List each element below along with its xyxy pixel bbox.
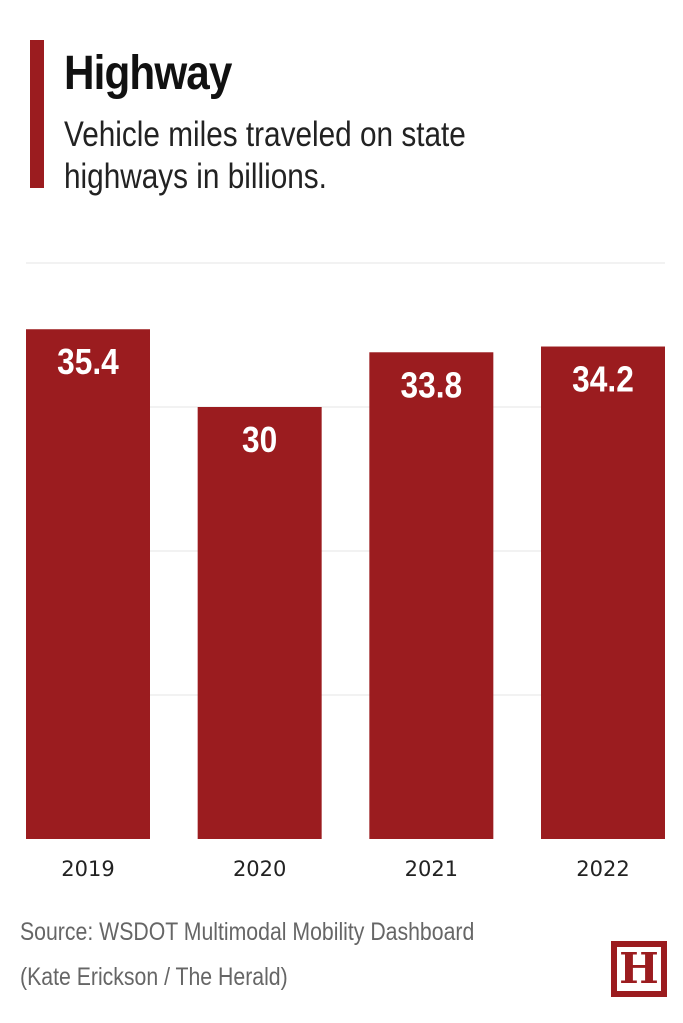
credit-note: (Kate Erickson / The Herald) <box>20 963 288 991</box>
x-tick-label: 2022 <box>576 857 629 881</box>
value-label: 34.2 <box>572 360 634 400</box>
bar-2019 <box>26 329 150 839</box>
source-note: Source: WSDOT Multimodal Mobility Dashbo… <box>20 918 475 946</box>
value-label: 30 <box>242 420 277 460</box>
title-accent-bar <box>30 40 44 188</box>
bar-2022 <box>541 346 665 839</box>
bar-2020 <box>197 407 322 839</box>
value-label: 33.8 <box>401 365 463 405</box>
herald-logo: H <box>611 941 667 997</box>
x-tick-label: 2019 <box>61 857 114 881</box>
value-label: 35.4 <box>57 342 119 382</box>
chart-subtitle: Vehicle miles traveled on state highways… <box>64 115 466 196</box>
bar-2021 <box>369 352 494 839</box>
x-tick-label: 2020 <box>233 857 286 881</box>
chart-title: Highway <box>64 47 232 100</box>
bar-chart: 35.4 2019 30 2020 33.8 2021 34.2 2022 <box>26 262 665 881</box>
herald-logo-letter: H <box>617 947 661 991</box>
x-tick-label: 2021 <box>405 857 458 881</box>
